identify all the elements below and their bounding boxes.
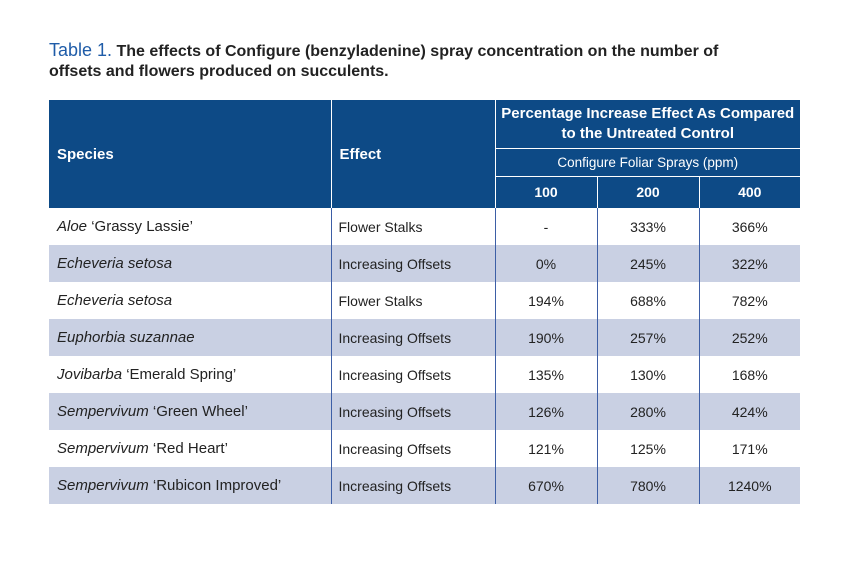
species-cell: Sempervivum ‘Red Heart’ — [49, 430, 331, 467]
value-cell: 1240% — [698, 467, 800, 504]
effect-cell: Increasing Offsets — [330, 393, 495, 430]
table-caption: The effects of Configure (benzyladenine)… — [49, 43, 719, 80]
table-row: Aloe ‘Grassy Lassie’ Flower Stalks -333% 36… — [49, 208, 800, 245]
value-cell: 0% — [494, 245, 597, 282]
species-cell: Aloe ‘Grassy Lassie’ — [49, 208, 331, 245]
table-label: Table 1. — [49, 40, 113, 60]
value-cell: 130% — [596, 356, 699, 393]
species-cell: Echeveria setosa — [49, 245, 331, 282]
table-row: Jovibarba ‘Emerald Spring’ Increasing Off… — [49, 356, 800, 393]
effect-cell: Flower Stalks — [330, 282, 495, 319]
species-cell: Sempervivum ‘Rubicon Improved’ — [49, 467, 331, 504]
table-row: Euphorbia suzannae Increasing Offsets 190%… — [49, 319, 800, 356]
species-genus: Aloe — [57, 218, 88, 235]
species-cell: Sempervivum ‘Green Wheel’ — [49, 393, 331, 430]
species-genus: Jovibarba — [57, 366, 123, 383]
value-cell: 424% — [698, 393, 800, 430]
table-row: Sempervivum ‘Red Heart’ Increasing Offset… — [49, 430, 800, 467]
header-effect: Effect — [330, 100, 495, 208]
value-cell: 135% — [494, 356, 597, 393]
value-cell: 125% — [596, 430, 699, 467]
value-cell: 171% — [698, 430, 800, 467]
table-row: Echeveria setosa Increasing Offsets 0% 245%… — [49, 245, 800, 282]
value-cell: 190% — [494, 319, 597, 356]
header-rate: 100 — [494, 176, 597, 208]
header-subgroup: Configure Foliar Sprays (ppm) — [494, 147, 800, 177]
value-cell: 780% — [596, 467, 699, 504]
value-cell: 252% — [698, 319, 800, 356]
species-cultivar: ‘Red Heart’ — [152, 440, 228, 457]
table-row: Sempervivum ‘Rubicon Improved’ Increasing… — [49, 467, 800, 504]
value-cell: 366% — [698, 208, 800, 245]
species-cell: Euphorbia suzannae — [49, 319, 331, 356]
header-rate: 400 — [698, 176, 800, 208]
species-genus: Sempervivum — [57, 477, 149, 494]
header-group: Percentage Increase Effect As Compared t… — [494, 100, 800, 148]
value-cell: 121% — [494, 430, 597, 467]
effect-cell: Increasing Offsets — [330, 467, 495, 504]
value-cell: 333% — [596, 208, 699, 245]
value-cell: 280% — [596, 393, 699, 430]
species-cultivar: ‘Grassy Lassie’ — [91, 218, 193, 235]
effect-cell: Increasing Offsets — [330, 245, 495, 282]
species-cell: Jovibarba ‘Emerald Spring’ — [49, 356, 331, 393]
table-row: Sempervivum ‘Green Wheel’ Increasing Offs… — [49, 393, 800, 430]
species-cell: Echeveria setosa — [49, 282, 331, 319]
species-genus: Euphorbia suzannae — [57, 329, 195, 346]
header-species: Species — [49, 100, 331, 208]
species-cultivar: ‘Emerald Spring’ — [126, 366, 237, 383]
species-cultivar: ‘Green Wheel’ — [152, 403, 248, 420]
species-genus: Echeveria setosa — [57, 255, 173, 272]
species-cultivar: ‘Rubicon Improved’ — [152, 477, 282, 494]
effect-cell: Increasing Offsets — [330, 319, 495, 356]
table-row: Echeveria setosa Flower Stalks 194% 688% 782… — [49, 282, 800, 319]
effect-cell: Increasing Offsets — [330, 356, 495, 393]
value-cell: 782% — [698, 282, 800, 319]
value-cell: 168% — [698, 356, 800, 393]
value-cell: 322% — [698, 245, 800, 282]
header-rate: 200 — [596, 176, 699, 208]
value-cell: 245% — [596, 245, 699, 282]
value-cell: - — [494, 208, 597, 245]
value-cell: 194% — [494, 282, 597, 319]
value-cell: 257% — [596, 319, 699, 356]
value-cell: 688% — [596, 282, 699, 319]
table-title: Table 1. The effects of Configure (benzy… — [49, 40, 749, 82]
effect-cell: Flower Stalks — [330, 208, 495, 245]
species-genus: Echeveria setosa — [57, 292, 173, 309]
data-table: Species Effect Percentage Increase Effect … — [49, 100, 800, 504]
species-genus: Sempervivum — [57, 403, 149, 420]
value-cell: 126% — [494, 393, 597, 430]
value-cell: 670% — [494, 467, 597, 504]
species-genus: Sempervivum — [57, 440, 149, 457]
effect-cell: Increasing Offsets — [330, 430, 495, 467]
